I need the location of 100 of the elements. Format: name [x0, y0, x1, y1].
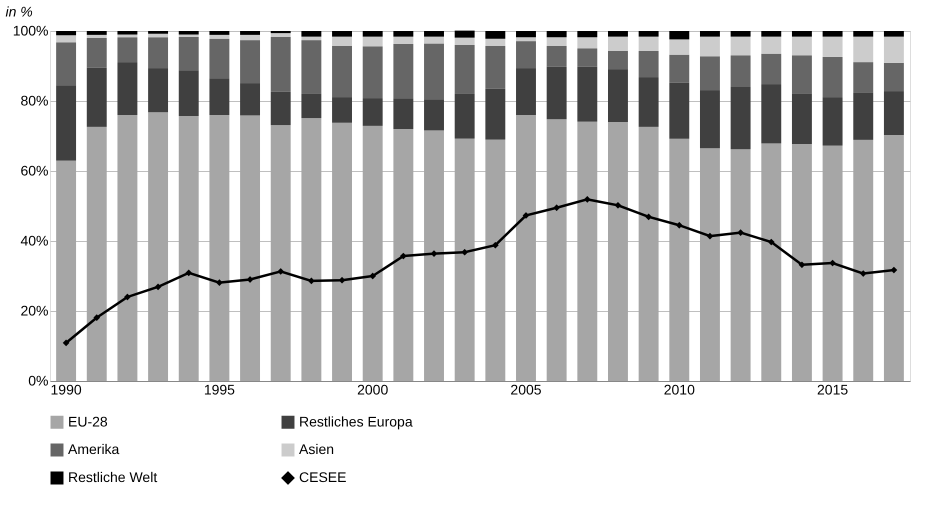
point — [492, 242, 499, 249]
bar — [332, 122, 352, 381]
bar — [148, 112, 168, 381]
bar — [332, 31, 352, 37]
bar — [546, 37, 567, 46]
bar — [884, 31, 904, 37]
bar — [56, 85, 76, 160]
point — [706, 232, 714, 240]
legend-label: Amerika — [68, 441, 120, 457]
bar — [485, 140, 506, 381]
bar — [86, 126, 107, 381]
bar — [822, 97, 843, 146]
bar — [485, 31, 506, 39]
bar — [577, 37, 598, 48]
bar — [853, 140, 874, 381]
bar — [516, 41, 536, 68]
bar — [761, 31, 782, 37]
bar — [577, 122, 598, 381]
point — [737, 229, 744, 236]
bar — [853, 92, 874, 140]
bar — [792, 144, 812, 381]
point — [62, 339, 70, 346]
point — [676, 222, 683, 229]
point — [369, 272, 376, 280]
y-tick-label: 60% — [20, 162, 48, 178]
bar — [362, 98, 383, 126]
bar — [730, 87, 751, 150]
bar — [454, 38, 475, 45]
bar — [577, 31, 598, 38]
bar — [209, 31, 230, 35]
bar — [301, 31, 322, 37]
bar — [178, 31, 199, 34]
bar — [454, 30, 475, 38]
bar — [546, 46, 567, 67]
bar — [822, 36, 843, 57]
bar — [792, 94, 812, 144]
point — [185, 269, 192, 276]
bar — [209, 38, 230, 78]
bar — [792, 31, 812, 37]
x-tick-label: 1995 — [204, 382, 236, 398]
bar — [608, 31, 628, 37]
point — [338, 276, 346, 284]
bar — [362, 31, 383, 37]
bar — [209, 115, 230, 381]
bar — [393, 36, 414, 44]
bar — [822, 145, 843, 381]
bar — [485, 46, 506, 89]
bar — [209, 34, 230, 39]
bar — [546, 31, 567, 38]
bar — [117, 37, 138, 62]
bar — [86, 34, 107, 38]
bar — [485, 38, 506, 46]
bar — [761, 36, 782, 54]
bar — [240, 40, 260, 84]
x-tick-label: 2010 — [664, 382, 696, 398]
bar — [608, 50, 628, 70]
bar — [301, 40, 322, 94]
y-tick-label: 80% — [20, 92, 48, 108]
bar — [362, 46, 383, 99]
point — [93, 314, 100, 322]
bar — [240, 31, 260, 35]
legend-label: Restliche Welt — [68, 469, 158, 485]
bar — [178, 116, 199, 381]
bar — [424, 36, 444, 44]
point — [430, 250, 438, 257]
point — [154, 283, 162, 290]
bar — [516, 31, 536, 38]
bar — [454, 94, 475, 138]
bar — [424, 44, 444, 100]
y-tick-label: 20% — [20, 302, 48, 318]
bar — [822, 31, 843, 37]
point — [308, 278, 315, 284]
bar — [148, 68, 168, 112]
point — [614, 202, 622, 209]
point — [124, 294, 131, 300]
bar — [240, 115, 260, 381]
y-tick-label: 100% — [12, 22, 48, 38]
bar — [56, 35, 76, 43]
bar — [577, 48, 598, 67]
bar — [761, 143, 782, 381]
bar — [362, 126, 383, 381]
point — [584, 196, 591, 203]
bar — [178, 70, 199, 116]
bar — [884, 92, 904, 135]
bar — [669, 82, 690, 139]
bar — [240, 84, 260, 116]
bar — [301, 36, 322, 40]
bar — [638, 36, 659, 51]
bar — [792, 36, 812, 56]
point — [798, 261, 806, 268]
bar — [424, 31, 444, 37]
point — [400, 252, 407, 260]
bar — [270, 33, 291, 37]
bar — [516, 37, 536, 42]
point — [768, 238, 775, 246]
bar — [669, 31, 690, 40]
bar — [393, 98, 414, 129]
legend-label: Asien — [299, 441, 334, 457]
bar — [454, 45, 475, 94]
bar — [270, 36, 291, 92]
